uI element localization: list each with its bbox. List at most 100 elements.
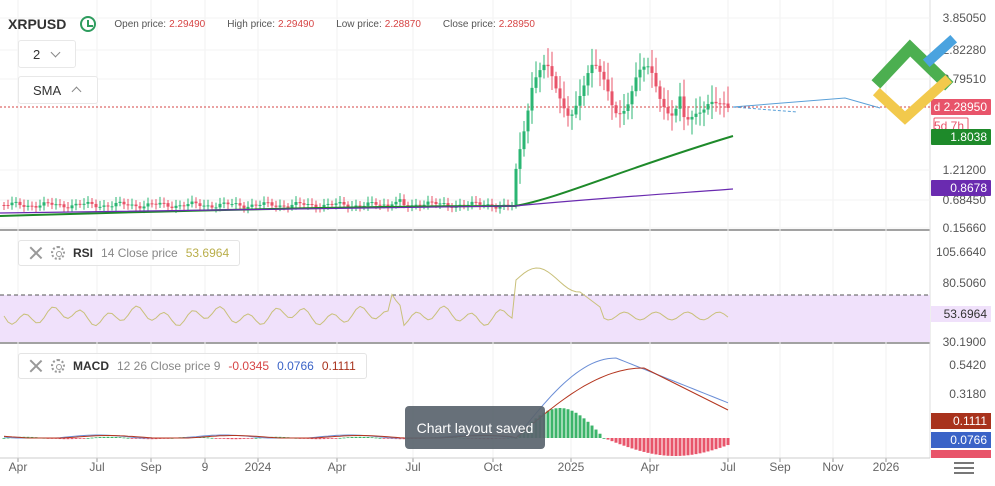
candle-body [338,201,342,204]
macd-histogram-bar [570,410,574,438]
macd-histogram-bar [146,438,150,440]
macd-price-tag [931,432,991,448]
sliders-icon[interactable] [954,462,974,476]
candle-body [418,204,422,207]
macd-histogram-bar [202,437,206,439]
macd-histogram-bar [582,418,586,438]
macd-histogram-bar [554,408,558,438]
candle-body [254,204,258,206]
candle-body [674,108,678,116]
x-tick-label: 9 [202,460,209,474]
close-label: Close price: [442,18,496,30]
sma-slow-line [0,188,734,214]
macd-price-tag-label: 0.1111 [953,414,987,428]
macd-histogram-bar [354,436,358,438]
candle-body [166,203,170,207]
candle-body [38,205,42,208]
candle-body [154,203,158,205]
close-icon[interactable] [29,246,43,260]
macd-histogram-bar [226,438,230,440]
candle-body [446,203,450,207]
candle-body [210,205,214,208]
macd-histogram-bar [602,438,606,439]
timeframe-dropdown[interactable]: 2 [18,40,76,68]
high-label: High price: [227,18,276,30]
rsi-value: 53.6964 [185,246,230,260]
candle-body [546,64,550,67]
rsi-name: RSI [73,246,94,260]
x-tick-label: Sep [769,460,791,474]
macd-params: 12 26 Close price 9 [117,359,221,373]
candle-body [106,205,110,207]
macd-price-tag [931,450,991,458]
macd-histogram-bar [66,438,70,440]
macd-histogram-bar [58,438,62,440]
macd-histogram-bar [230,438,234,440]
signal-line [3,367,729,439]
y-tick-label: 1.21200 [943,163,987,177]
candle-body [650,66,654,73]
candle-body [722,103,726,105]
candle-body [670,113,674,116]
candle-body [346,204,350,208]
candle-body [666,107,670,114]
macd-histogram-bar [642,438,646,452]
candle-body [194,201,198,204]
rsi-pane[interactable] [0,267,930,342]
candle-body [58,204,62,206]
macd-histogram-bar [626,438,630,448]
macd-histogram-bar [62,438,66,440]
candle-body [230,204,234,206]
candle-body [222,202,226,204]
macd-histogram-bar [702,438,706,453]
macd-histogram-bar [142,438,146,440]
candle-body [330,203,334,205]
candle-body [14,201,18,203]
candle-body [638,69,642,78]
macd-histogram-bar [598,433,602,438]
candle-body [434,201,438,205]
sma-dropdown[interactable]: SMA [18,76,98,104]
macd-histogram-bar [606,438,610,440]
rsi-params: 14 Close price [101,246,178,260]
candle-body [182,205,186,207]
candle-body [602,71,606,80]
candle-body [118,201,122,203]
rsi-line [3,267,729,327]
x-tick-label: Nov [822,460,843,474]
candle-body [610,91,614,106]
clock-icon[interactable] [80,16,97,32]
candle-body [618,113,622,115]
macd-histogram-bar [674,438,678,456]
candle-body [242,205,246,209]
macd-histogram-bar [718,438,722,448]
macd-histogram-bar [218,438,222,439]
gear-icon[interactable] [51,246,65,260]
macd-histogram-bar [322,438,326,440]
candle-body [586,73,590,86]
candle-body [30,205,34,207]
symbol-label[interactable]: XRPUSD [8,16,67,32]
candle-body [18,201,22,206]
macd-price-tag [931,413,991,429]
candle-body [566,108,570,116]
macd-histogram-bar [358,436,362,438]
candle-body [426,201,430,205]
candle-body [678,96,682,109]
candle-body [142,206,146,209]
price-pane[interactable] [0,48,930,217]
candle-body [258,204,262,206]
macd-histogram-bar [94,437,98,439]
candle-body [286,206,290,208]
candle-body [26,205,30,207]
candle-body [646,66,650,68]
candle-body [494,206,498,209]
macd-tick-label: 0.3180 [949,387,986,401]
macd-histogram-bar [282,436,286,438]
macd-histogram-bar [698,438,702,454]
gear-icon[interactable] [51,359,65,373]
close-icon[interactable] [29,359,43,373]
macd-histogram-bar [714,438,718,450]
macd-histogram-bar [110,436,114,438]
